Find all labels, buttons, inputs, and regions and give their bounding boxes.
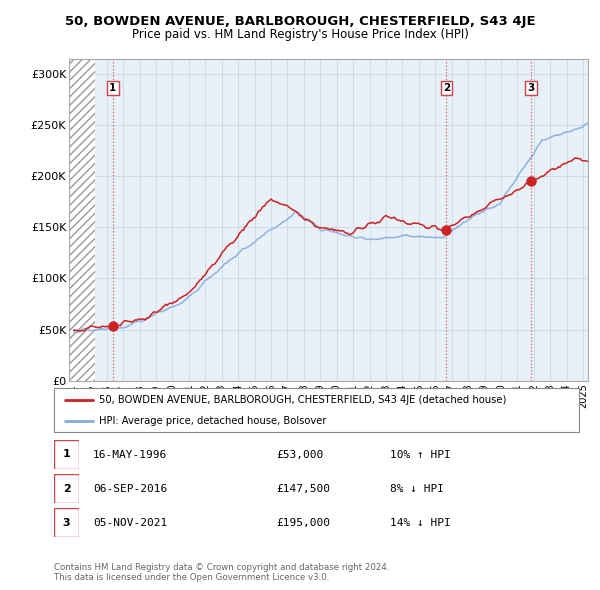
FancyBboxPatch shape <box>54 440 79 469</box>
Text: 06-SEP-2016: 06-SEP-2016 <box>93 484 167 494</box>
Text: Contains HM Land Registry data © Crown copyright and database right 2024.
This d: Contains HM Land Registry data © Crown c… <box>54 563 389 582</box>
Text: 2: 2 <box>63 484 70 493</box>
Text: 1: 1 <box>109 83 116 93</box>
FancyBboxPatch shape <box>54 474 79 503</box>
Text: 50, BOWDEN AVENUE, BARLBOROUGH, CHESTERFIELD, S43 4JE (detached house): 50, BOWDEN AVENUE, BARLBOROUGH, CHESTERF… <box>98 395 506 405</box>
Text: £195,000: £195,000 <box>276 519 330 528</box>
Text: 16-MAY-1996: 16-MAY-1996 <box>93 450 167 460</box>
Text: 8% ↓ HPI: 8% ↓ HPI <box>390 484 444 494</box>
Text: 1: 1 <box>63 450 70 459</box>
Text: 2: 2 <box>443 83 450 93</box>
Bar <box>69 59 95 381</box>
Text: £147,500: £147,500 <box>276 484 330 494</box>
Text: Price paid vs. HM Land Registry's House Price Index (HPI): Price paid vs. HM Land Registry's House … <box>131 28 469 41</box>
Text: £53,000: £53,000 <box>276 450 323 460</box>
Text: 3: 3 <box>527 83 535 93</box>
FancyBboxPatch shape <box>54 388 579 432</box>
Text: 05-NOV-2021: 05-NOV-2021 <box>93 519 167 528</box>
Text: 14% ↓ HPI: 14% ↓ HPI <box>390 519 451 528</box>
Text: HPI: Average price, detached house, Bolsover: HPI: Average price, detached house, Bols… <box>98 416 326 426</box>
Text: 10% ↑ HPI: 10% ↑ HPI <box>390 450 451 460</box>
Text: 3: 3 <box>63 518 70 527</box>
Text: 50, BOWDEN AVENUE, BARLBOROUGH, CHESTERFIELD, S43 4JE: 50, BOWDEN AVENUE, BARLBOROUGH, CHESTERF… <box>65 15 535 28</box>
FancyBboxPatch shape <box>54 508 79 537</box>
